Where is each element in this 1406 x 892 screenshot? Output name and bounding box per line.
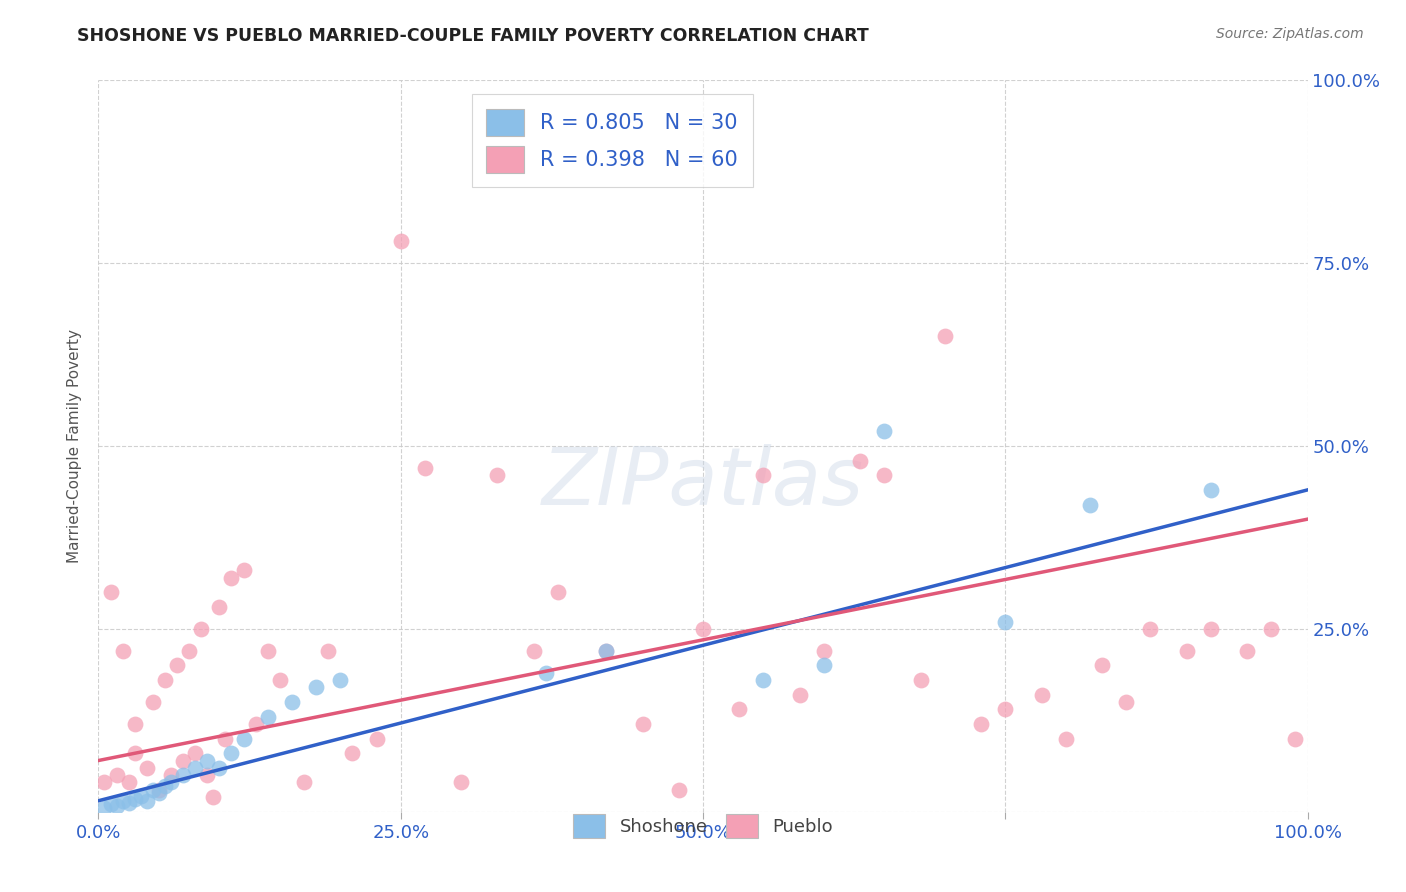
- Point: [256, 644, 278, 658]
- Point: [195, 754, 218, 768]
- Point: [100, 797, 122, 812]
- Point: [305, 681, 328, 695]
- Point: [105, 798, 128, 813]
- Point: [160, 775, 183, 789]
- Point: [728, 702, 751, 716]
- Point: [172, 754, 194, 768]
- Point: [789, 688, 811, 702]
- Point: [135, 794, 157, 808]
- Point: [160, 768, 183, 782]
- Point: [1078, 498, 1101, 512]
- Point: [202, 790, 225, 805]
- Point: [413, 461, 436, 475]
- Point: [1175, 644, 1198, 658]
- Point: [129, 789, 152, 803]
- Point: [342, 746, 364, 760]
- Point: [668, 782, 690, 797]
- Text: Source: ZipAtlas.com: Source: ZipAtlas.com: [1216, 27, 1364, 41]
- Text: SHOSHONE VS PUEBLO MARRIED-COUPLE FAMILY POVERTY CORRELATION CHART: SHOSHONE VS PUEBLO MARRIED-COUPLE FAMILY…: [77, 27, 869, 45]
- Point: [93, 775, 115, 789]
- Point: [111, 644, 134, 658]
- Point: [118, 775, 141, 789]
- Point: [873, 468, 896, 483]
- Point: [93, 801, 115, 815]
- Point: [1236, 644, 1258, 658]
- Point: [208, 599, 231, 614]
- Point: [269, 673, 291, 687]
- Y-axis label: Married-Couple Family Poverty: Married-Couple Family Poverty: [67, 329, 83, 563]
- Point: [221, 746, 243, 760]
- Point: [534, 665, 557, 680]
- Point: [450, 775, 472, 789]
- Point: [179, 644, 201, 658]
- Point: [1139, 622, 1161, 636]
- Point: [142, 782, 165, 797]
- Point: [124, 717, 146, 731]
- Point: [148, 787, 170, 801]
- Point: [389, 234, 412, 248]
- Point: [221, 571, 243, 585]
- Point: [547, 585, 569, 599]
- Point: [118, 796, 141, 810]
- Point: [1284, 731, 1306, 746]
- Point: [245, 717, 267, 731]
- Point: [934, 329, 956, 343]
- Point: [849, 453, 872, 467]
- Point: [124, 746, 146, 760]
- Point: [281, 695, 304, 709]
- Point: [232, 731, 254, 746]
- Text: ZIPatlas: ZIPatlas: [541, 443, 865, 522]
- Point: [214, 731, 236, 746]
- Point: [910, 673, 932, 687]
- Point: [1260, 622, 1282, 636]
- Point: [153, 779, 176, 793]
- Point: [142, 695, 165, 709]
- Point: [1031, 688, 1053, 702]
- Point: [523, 644, 546, 658]
- Point: [366, 731, 388, 746]
- Point: [172, 768, 194, 782]
- Point: [124, 791, 146, 805]
- Point: [184, 746, 207, 760]
- Point: [190, 622, 212, 636]
- Point: [135, 761, 157, 775]
- Point: [148, 782, 170, 797]
- Point: [873, 425, 896, 439]
- Point: [1199, 483, 1222, 497]
- Point: [329, 673, 352, 687]
- Point: [752, 673, 775, 687]
- Point: [970, 717, 993, 731]
- Point: [208, 761, 231, 775]
- Point: [166, 658, 188, 673]
- Point: [595, 644, 617, 658]
- Point: [184, 761, 207, 775]
- Point: [994, 702, 1017, 716]
- Point: [292, 775, 315, 789]
- Point: [232, 563, 254, 577]
- Point: [1054, 731, 1077, 746]
- Point: [752, 468, 775, 483]
- Point: [1199, 622, 1222, 636]
- Point: [100, 585, 122, 599]
- Point: [631, 717, 654, 731]
- Point: [316, 644, 339, 658]
- Point: [692, 622, 714, 636]
- Point: [111, 794, 134, 808]
- Legend: Shoshone, Pueblo: Shoshone, Pueblo: [564, 805, 842, 847]
- Point: [595, 644, 617, 658]
- Point: [813, 658, 835, 673]
- Point: [1091, 658, 1114, 673]
- Point: [1115, 695, 1137, 709]
- Point: [256, 709, 278, 723]
- Point: [105, 768, 128, 782]
- Point: [153, 673, 176, 687]
- Point: [813, 644, 835, 658]
- Point: [195, 768, 218, 782]
- Point: [486, 468, 509, 483]
- Point: [994, 615, 1017, 629]
